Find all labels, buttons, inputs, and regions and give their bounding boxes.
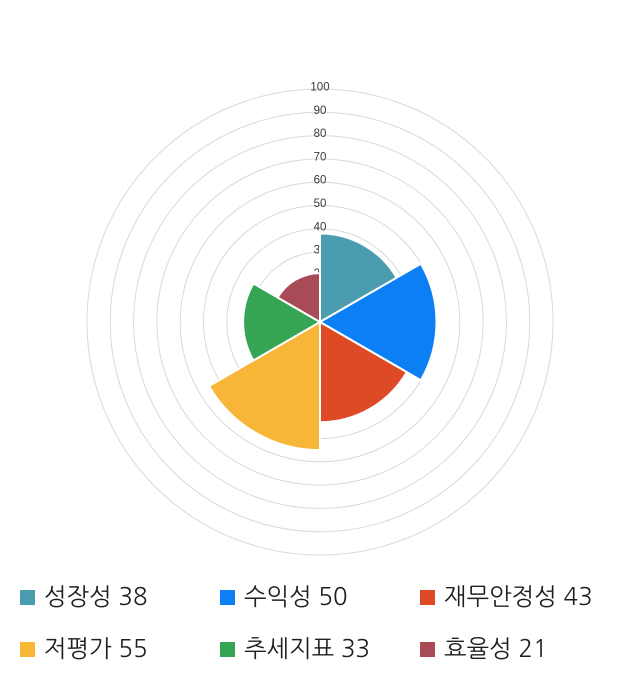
svg-text:100: 100 xyxy=(310,82,329,94)
svg-text:50: 50 xyxy=(314,198,327,210)
svg-text:70: 70 xyxy=(314,151,327,163)
svg-text:90: 90 xyxy=(314,105,327,117)
svg-text:40: 40 xyxy=(314,221,327,233)
svg-text:60: 60 xyxy=(314,175,327,187)
svg-text:80: 80 xyxy=(314,128,327,140)
